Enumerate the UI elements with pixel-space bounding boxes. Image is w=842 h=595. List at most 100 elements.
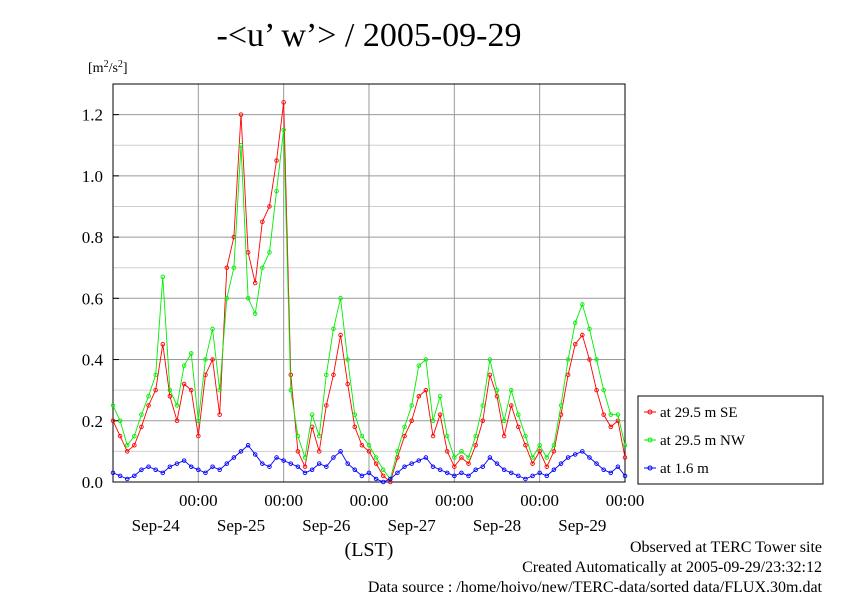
data-point xyxy=(316,433,322,439)
data-point xyxy=(373,476,379,482)
data-point xyxy=(160,470,166,476)
data-point xyxy=(338,296,343,301)
data-point xyxy=(174,461,180,466)
data-point xyxy=(309,412,315,417)
data-point xyxy=(494,387,500,393)
data-point xyxy=(366,443,372,448)
plot-frame xyxy=(112,83,626,483)
data-point xyxy=(601,412,606,417)
data-point xyxy=(537,449,542,454)
data-point xyxy=(132,473,137,479)
data-point xyxy=(302,470,308,476)
y-tick-label: 0.4 xyxy=(82,351,104,370)
data-point xyxy=(146,403,151,408)
data-point xyxy=(544,455,550,460)
data-point xyxy=(395,470,400,476)
series-group xyxy=(110,100,628,485)
data-point xyxy=(281,100,286,105)
data-point xyxy=(260,461,265,466)
data-point xyxy=(146,464,151,469)
data-point xyxy=(380,473,386,479)
data-point xyxy=(594,387,599,393)
x-axis-label: (LST) xyxy=(345,539,394,561)
legend-label: at 29.5 m NW xyxy=(660,433,746,449)
data-point xyxy=(345,357,350,362)
y-tick-label: 0.0 xyxy=(82,473,103,492)
x-ticks: 00:00 00:00 00:00 00:00 00:00 00:00 Sep-24 Sep-… xyxy=(132,491,645,535)
data-point xyxy=(288,461,294,466)
data-point xyxy=(352,412,358,417)
data-point xyxy=(224,265,230,270)
data-point xyxy=(544,473,550,479)
data-point xyxy=(516,473,521,479)
data-point xyxy=(366,470,372,476)
data-point xyxy=(395,449,400,454)
y-tick-label: 0.8 xyxy=(82,228,103,247)
footer-source: Data source : /home/hoivo/new/TERC-data/… xyxy=(368,579,823,595)
data-point xyxy=(459,470,464,476)
data-point xyxy=(302,455,308,460)
data-point xyxy=(501,418,507,424)
data-point xyxy=(437,394,443,399)
data-point xyxy=(132,433,137,439)
data-point xyxy=(160,274,166,280)
data-point xyxy=(487,455,493,460)
data-point xyxy=(459,455,464,460)
data-point xyxy=(302,464,308,469)
data-point xyxy=(252,311,258,316)
data-point xyxy=(252,452,258,457)
legend-swatch-marker xyxy=(647,409,653,415)
data-point xyxy=(565,455,571,460)
data-point xyxy=(181,363,187,368)
data-point xyxy=(174,418,180,424)
data-point xyxy=(444,433,450,439)
data-point xyxy=(437,412,443,417)
data-point xyxy=(409,403,414,408)
data-point xyxy=(544,464,550,469)
data-point xyxy=(444,449,450,454)
data-point xyxy=(167,394,173,399)
data-point xyxy=(110,403,116,408)
data-point xyxy=(217,412,222,417)
data-point xyxy=(153,387,158,393)
data-point xyxy=(153,467,158,473)
data-point xyxy=(295,464,301,469)
data-point xyxy=(359,473,365,479)
data-point xyxy=(430,418,436,424)
data-point xyxy=(345,381,350,387)
data-point xyxy=(622,443,628,448)
data-point xyxy=(501,467,507,473)
data-point xyxy=(331,455,336,460)
data-point xyxy=(373,455,379,460)
data-point xyxy=(423,387,429,393)
data-point xyxy=(231,455,237,460)
data-point xyxy=(537,470,542,476)
data-point xyxy=(587,455,592,460)
data-point xyxy=(267,204,272,209)
data-point xyxy=(480,418,486,424)
data-point xyxy=(274,455,279,460)
data-point xyxy=(608,424,614,430)
data-point xyxy=(274,188,279,194)
x-tick-time-label: 00:00 xyxy=(606,491,645,510)
data-point xyxy=(402,433,407,439)
footer-site: Observed at TERC Tower site xyxy=(630,539,822,556)
data-point xyxy=(352,424,358,430)
data-point xyxy=(146,394,151,399)
data-point xyxy=(572,452,578,457)
data-point xyxy=(238,449,244,454)
data-point xyxy=(430,464,436,469)
data-point xyxy=(238,142,244,148)
data-point xyxy=(601,467,606,473)
data-point xyxy=(338,332,343,338)
data-point xyxy=(324,464,329,469)
data-point xyxy=(530,455,535,460)
data-point xyxy=(188,387,194,393)
data-point xyxy=(615,412,621,417)
data-point xyxy=(473,433,478,439)
series-2 xyxy=(110,443,628,485)
data-point xyxy=(366,449,372,454)
data-point xyxy=(452,455,457,460)
data-point xyxy=(508,387,514,393)
